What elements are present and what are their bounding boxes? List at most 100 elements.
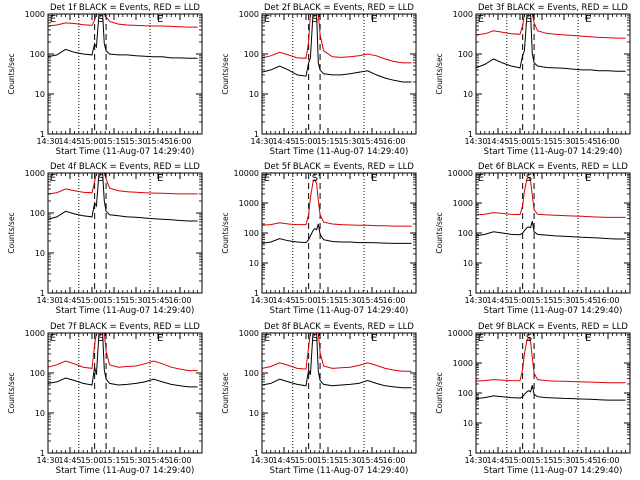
x-tick-label: 14:45 [272, 137, 295, 146]
y-tick-label: 100 [244, 50, 259, 59]
panel-title: Det 7f BLACK = Events, RED = LLD [50, 322, 200, 332]
x-tick-label: 15:30 [552, 137, 575, 146]
x-tick-label: 15:45 [146, 456, 169, 465]
marker-label-e: E [371, 14, 377, 25]
x-tick-label: 16:00 [596, 296, 619, 305]
x-tick-label: 15:45 [574, 137, 597, 146]
series-events-line [476, 220, 626, 240]
y-tick-label: 1 [254, 289, 259, 298]
marker-label-e: E [585, 14, 591, 25]
x-tick-label: 15:45 [360, 296, 383, 305]
y-tick-label: 10 [35, 409, 45, 418]
x-tick-label: 16:00 [382, 456, 405, 465]
x-tick-label: 15:15 [316, 296, 339, 305]
x-tick-label: 15:15 [530, 296, 553, 305]
y-axis-label: Counts/sec [435, 372, 444, 413]
x-tick-label: 16:00 [168, 296, 191, 305]
x-tick-label: 15:00 [80, 296, 103, 305]
plot-frame [261, 172, 417, 294]
x-tick-label: 15:30 [552, 296, 575, 305]
y-tick-label: 1 [40, 130, 45, 139]
y-tick-label: 1 [254, 449, 259, 458]
panel-title: Det 5f BLACK = Events, RED = LLD [264, 162, 414, 172]
y-tick-label: 100 [458, 50, 473, 59]
y-tick-label: 10 [249, 409, 259, 418]
marker-label-s: S [312, 173, 318, 184]
y-tick-label: 1000 [453, 199, 473, 208]
x-tick-label: 15:30 [124, 456, 147, 465]
marker-label-s: S [526, 14, 532, 25]
y-tick-label: 100 [244, 369, 259, 378]
series-lld-line [476, 14, 626, 39]
x-tick-label: 14:30 [464, 456, 487, 465]
x-tick-label: 15:30 [338, 137, 361, 146]
x-tick-label: 14:30 [36, 296, 59, 305]
series-lld-line [48, 333, 198, 372]
marker-label-e: E [478, 333, 484, 344]
x-tick-label: 16:00 [596, 456, 619, 465]
y-tick-label: 1000 [239, 10, 259, 19]
x-tick-label: 14:30 [250, 296, 273, 305]
x-axis-label: Start Time (11-Aug-07 14:29:40) [484, 466, 623, 476]
marker-label-e: E [371, 333, 377, 344]
marker-label-e: E [264, 333, 270, 344]
x-tick-label: 15:30 [124, 296, 147, 305]
x-axis-label: Start Time (11-Aug-07 14:29:40) [484, 147, 623, 157]
x-tick-label: 15:00 [80, 137, 103, 146]
plot-frame [261, 13, 417, 135]
x-tick-label: 16:00 [382, 296, 405, 305]
x-tick-label: 16:00 [596, 137, 619, 146]
x-axis-label: Start Time (11-Aug-07 14:29:40) [270, 306, 409, 316]
marker-label-s: S [312, 333, 318, 344]
y-tick-label: 10000 [448, 169, 473, 178]
x-tick-label: 15:00 [508, 456, 531, 465]
y-tick-label: 1000 [453, 10, 473, 19]
y-tick-label: 100 [458, 229, 473, 238]
panel-title: Det 9f BLACK = Events, RED = LLD [478, 322, 628, 332]
marker-label-e: E [264, 173, 270, 184]
marker-label-e: E [157, 173, 163, 184]
x-tick-label: 15:00 [508, 137, 531, 146]
y-tick-label: 10000 [234, 169, 259, 178]
marker-label-e: E [478, 173, 484, 184]
x-tick-label: 14:45 [486, 137, 509, 146]
series-lld-line [476, 176, 626, 218]
series-events-line [262, 333, 412, 389]
series-events-line [476, 385, 626, 401]
marker-label-e: E [157, 333, 163, 344]
x-tick-label: 15:45 [360, 456, 383, 465]
x-tick-label: 15:30 [552, 456, 575, 465]
y-tick-label: 1000 [25, 10, 45, 19]
x-tick-label: 15:15 [530, 137, 553, 146]
x-tick-label: 15:00 [294, 137, 317, 146]
plot-frame [475, 13, 631, 135]
marker-label-s: S [526, 173, 532, 184]
panel-title: Det 2f BLACK = Events, RED = LLD [264, 3, 414, 13]
y-tick-label: 10 [463, 419, 473, 428]
y-axis-label: Counts/sec [435, 53, 444, 94]
y-tick-label: 10 [35, 90, 45, 99]
y-tick-label: 1 [254, 130, 259, 139]
marker-label-e: E [50, 333, 56, 344]
y-tick-label: 10 [249, 259, 259, 268]
x-tick-label: 14:30 [464, 296, 487, 305]
x-tick-label: 14:45 [272, 456, 295, 465]
x-tick-label: 14:45 [486, 456, 509, 465]
panel-title: Det 8f BLACK = Events, RED = LLD [264, 322, 414, 332]
marker-label-e: E [264, 14, 270, 25]
x-tick-label: 15:00 [294, 296, 317, 305]
x-axis-label: Start Time (11-Aug-07 14:29:40) [270, 147, 409, 157]
y-tick-label: 10000 [448, 329, 473, 338]
y-axis-label: Counts/sec [221, 53, 230, 94]
series-lld-line [262, 14, 412, 64]
x-tick-label: 14:30 [36, 456, 59, 465]
panel-title: Det 3f BLACK = Events, RED = LLD [478, 3, 628, 13]
marker-label-s: S [312, 14, 318, 25]
marker-label-s: S [98, 14, 104, 25]
